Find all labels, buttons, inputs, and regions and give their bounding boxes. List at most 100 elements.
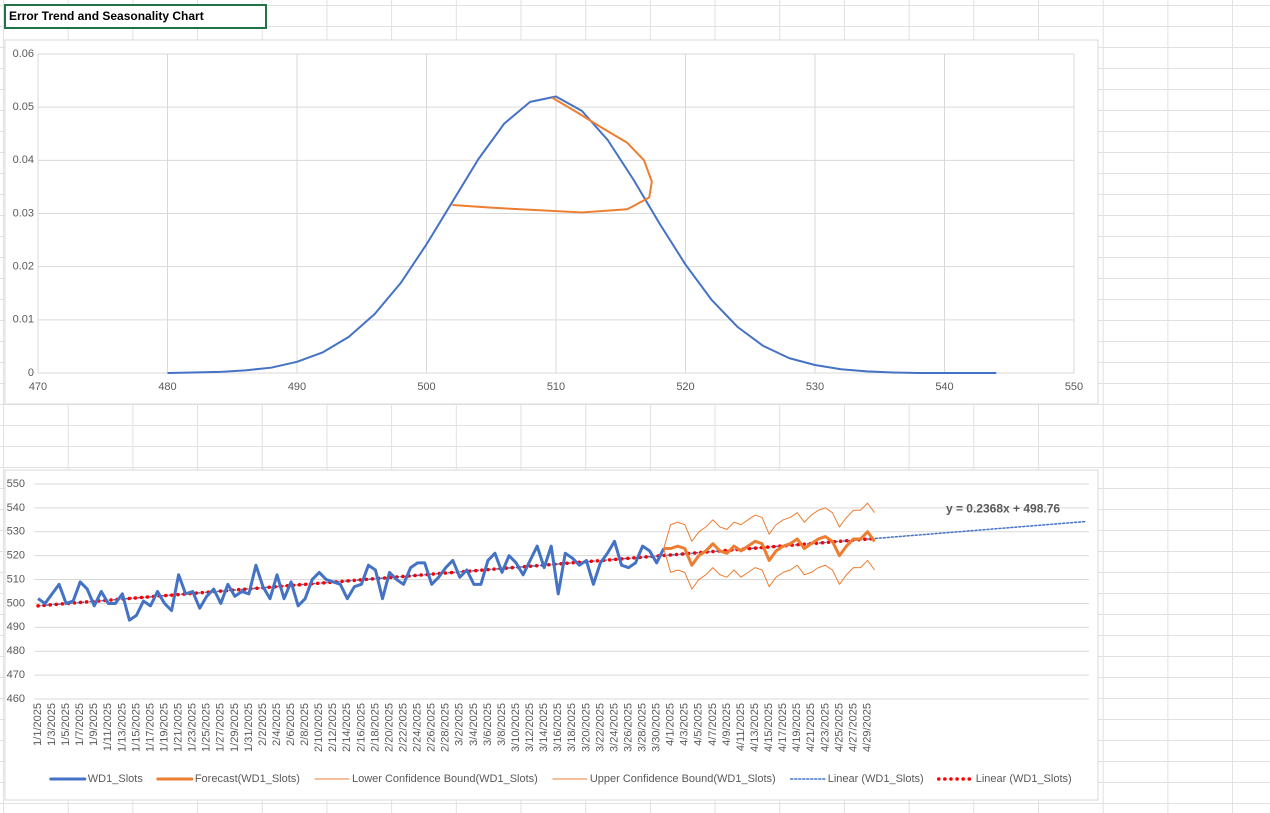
x-tick-label: 1/11/2025: [102, 703, 114, 751]
x-tick-label: 510: [547, 381, 565, 393]
x-tick-label: 3/18/2025: [566, 703, 578, 752]
x-tick-label: 2/14/2025: [341, 703, 353, 752]
x-tick-label: 2/22/2025: [397, 703, 409, 752]
chart-area[interactable]: [4, 469, 1099, 801]
chart-area[interactable]: [4, 39, 1099, 405]
series-line: [663, 548, 875, 590]
x-tick-label: 2/24/2025: [412, 703, 424, 752]
series-line: [452, 96, 653, 214]
y-tick-label: 0.03: [13, 207, 34, 219]
y-tick-label: 520: [7, 550, 25, 562]
x-tick-label: 3/2/2025: [454, 703, 466, 746]
y-tick-label: 510: [7, 573, 25, 585]
y-tick-label: 480: [7, 645, 25, 657]
x-tick-label: 470: [29, 381, 47, 393]
series-line: [167, 95, 997, 374]
x-tick-label: 2/18/2025: [369, 703, 381, 752]
x-tick-label: 3/16/2025: [552, 703, 564, 752]
x-tick-label: 1/23/2025: [187, 703, 199, 752]
series-line: [663, 502, 875, 549]
x-tick-label: 1/19/2025: [158, 703, 170, 752]
y-tick-label: 550: [7, 478, 25, 490]
x-tick-label: 2/16/2025: [355, 703, 367, 752]
x-tick-label: 4/13/2025: [749, 703, 761, 752]
x-tick-label: 3/6/2025: [482, 703, 494, 746]
y-tick-label: 500: [7, 597, 25, 609]
x-tick-label: 2/4/2025: [271, 703, 283, 746]
x-tick-label: 2/28/2025: [440, 703, 452, 752]
cell-a1[interactable]: Error Trend and Seasonality Chart: [4, 4, 267, 29]
x-tick-label: 4/25/2025: [833, 703, 845, 752]
x-tick-label: 1/25/2025: [201, 703, 213, 752]
x-tick-label: 1/27/2025: [215, 703, 227, 752]
y-tick-label: 0.06: [13, 48, 34, 60]
x-tick-label: 4/23/2025: [819, 703, 831, 752]
y-tick-label: 490: [7, 621, 25, 633]
x-tick-label: 520: [676, 381, 694, 393]
x-tick-label: 3/8/2025: [496, 703, 508, 746]
x-tick-label: 1/9/2025: [88, 703, 100, 746]
x-tick-label: 4/19/2025: [791, 703, 803, 752]
y-tick-label: 0.05: [13, 101, 34, 113]
x-tick-label: 2/8/2025: [299, 703, 311, 746]
x-tick-label: 4/27/2025: [847, 703, 859, 752]
x-tick-label: 2/12/2025: [327, 703, 339, 752]
x-tick-label: 2/26/2025: [426, 703, 438, 752]
x-tick-label: 3/14/2025: [538, 703, 550, 752]
legend-label: Linear (WD1_Slots): [828, 773, 924, 785]
x-tick-label: 3/28/2025: [637, 703, 649, 752]
x-tick-label: 1/3/2025: [46, 703, 58, 746]
x-tick-label: 500: [417, 381, 435, 393]
trendline-equation: y = 0.2368x + 498.76: [946, 502, 1060, 516]
series-line: [663, 530, 876, 567]
x-tick-label: 1/13/2025: [116, 703, 128, 752]
legend-label: Linear (WD1_Slots): [976, 773, 1072, 785]
x-tick-label: 1/31/2025: [243, 703, 255, 752]
x-tick-label: 4/15/2025: [763, 703, 775, 752]
x-tick-label: 1/17/2025: [144, 703, 156, 752]
x-tick-label: 4/21/2025: [805, 703, 817, 752]
y-tick-label: 530: [7, 526, 25, 538]
x-tick-label: 3/10/2025: [510, 703, 522, 752]
x-tick-label: 3/22/2025: [594, 703, 606, 752]
x-tick-label: 530: [806, 381, 824, 393]
x-tick-label: 4/11/2025: [735, 703, 747, 751]
x-tick-label: 4/9/2025: [721, 703, 733, 746]
x-tick-label: 490: [288, 381, 306, 393]
y-tick-label: 540: [7, 502, 25, 514]
x-tick-label: 4/1/2025: [665, 703, 677, 746]
legend-label: Forecast(WD1_Slots): [195, 773, 300, 785]
x-tick-label: 3/20/2025: [580, 703, 592, 752]
legend-label: Upper Confidence Bound(WD1_Slots): [590, 773, 776, 785]
x-tick-label: 4/7/2025: [707, 703, 719, 746]
x-tick-label: 2/2/2025: [257, 703, 269, 746]
x-tick-label: 550: [1065, 381, 1083, 393]
x-tick-label: 4/29/2025: [861, 703, 873, 752]
x-tick-label: 3/30/2025: [651, 703, 663, 752]
y-tick-label: 460: [7, 693, 25, 705]
x-tick-label: 1/1/2025: [32, 703, 44, 746]
x-tick-label: 3/4/2025: [468, 703, 480, 746]
x-tick-label: 1/5/2025: [60, 703, 72, 746]
x-tick-label: 480: [158, 381, 176, 393]
x-tick-label: 1/29/2025: [229, 703, 241, 752]
x-tick-label: 3/24/2025: [608, 703, 620, 752]
x-tick-label: 1/15/2025: [130, 703, 142, 752]
x-tick-label: 3/12/2025: [524, 703, 536, 752]
y-tick-label: 0.01: [13, 314, 34, 326]
legend-label: Lower Confidence Bound(WD1_Slots): [352, 773, 538, 785]
x-tick-label: 4/5/2025: [693, 703, 705, 746]
x-tick-label: 1/21/2025: [173, 703, 185, 752]
legend-label: WD1_Slots: [88, 773, 144, 785]
x-tick-label: 2/20/2025: [383, 703, 395, 752]
y-tick-label: 0.02: [13, 261, 34, 273]
y-tick-label: 0: [28, 367, 34, 379]
y-tick-label: 470: [7, 669, 25, 681]
y-tick-label: 0.04: [13, 154, 34, 166]
x-tick-label: 540: [935, 381, 953, 393]
x-tick-label: 4/17/2025: [777, 703, 789, 752]
series-line: [37, 539, 666, 622]
x-tick-label: 2/10/2025: [313, 703, 325, 752]
